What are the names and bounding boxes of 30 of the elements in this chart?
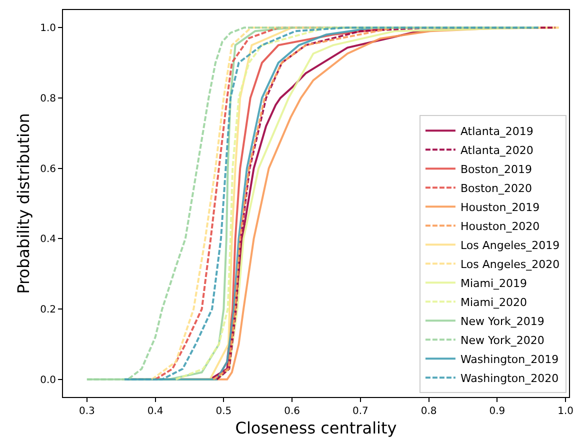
x-tick-label: 0.4 (147, 406, 164, 417)
y-tick-label: 0.2 (40, 304, 56, 316)
x-tick-label: 0.8 (420, 406, 437, 417)
legend-label: Atlanta_2020 (460, 144, 534, 157)
legend-label: Washington_2020 (460, 372, 559, 385)
legend-label: Washington_2019 (460, 352, 559, 366)
legend-label: Houston_2019 (460, 200, 540, 214)
x-tick-label: 1.0 (558, 406, 574, 417)
y-axis-title: Probability distribution (14, 113, 33, 294)
legend-label: Boston_2020 (460, 182, 532, 195)
legend-label: Los Angeles_2020 (460, 258, 560, 271)
x-tick-label: 0.7 (352, 406, 368, 417)
x-tick-label: 0.5 (216, 406, 232, 417)
x-tick-label: 0.6 (284, 406, 300, 417)
y-tick-label: 0.0 (40, 374, 56, 386)
legend-label: Los Angeles_2019 (460, 238, 560, 252)
legend-label: Atlanta_2019 (460, 124, 534, 138)
legend-label: Miami_2019 (460, 276, 528, 290)
legend-label: Boston_2019 (460, 162, 532, 176)
y-tick-label: 0.4 (40, 234, 56, 246)
y-tick-label: 0.6 (40, 164, 56, 175)
y-tick-label: 1.0 (40, 23, 56, 34)
y-tick-label: 0.8 (40, 93, 56, 104)
legend-label: New York_2019 (460, 314, 544, 328)
legend-label: Miami_2020 (460, 296, 528, 309)
legend-label: Houston_2020 (460, 220, 540, 233)
legend-label: New York_2020 (460, 334, 544, 347)
x-axis-title: Closeness centrality (235, 418, 397, 438)
x-tick-label: 0.3 (78, 406, 95, 417)
x-tick-label: 0.9 (489, 406, 506, 417)
